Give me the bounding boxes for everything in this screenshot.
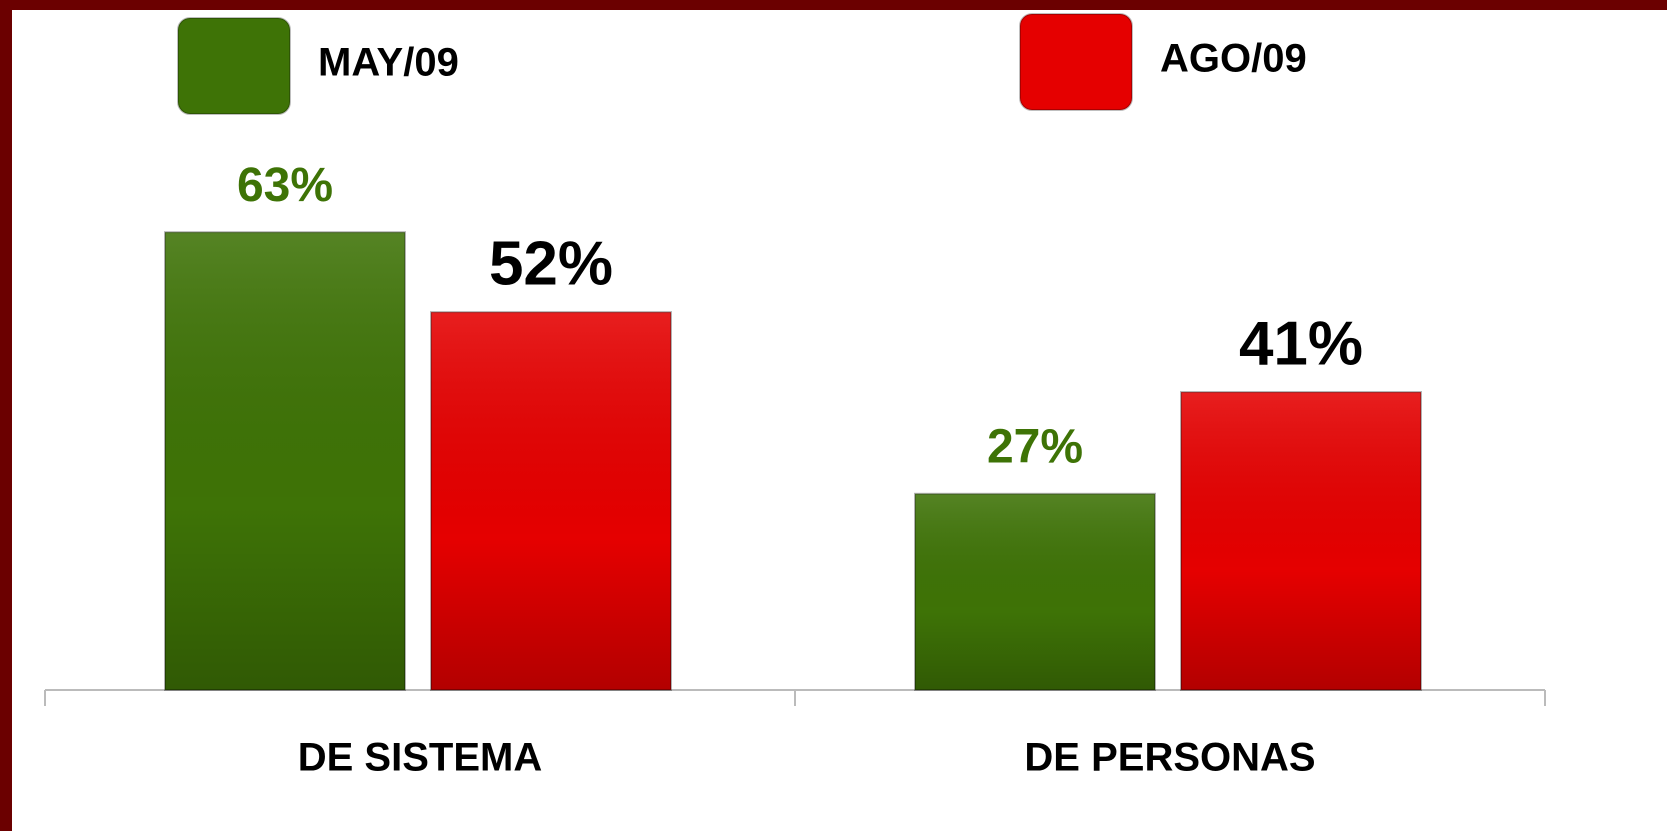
value-label: 27%	[987, 420, 1083, 473]
x-tick-label: DE PERSONAS	[1024, 736, 1315, 780]
legend-label: MAY/09	[318, 41, 459, 85]
value-label: 41%	[1239, 309, 1363, 378]
legend-swatch	[1019, 13, 1133, 111]
bar-shade	[165, 232, 405, 690]
legend-swatch	[177, 17, 291, 115]
value-label: 52%	[489, 230, 613, 299]
x-tick-label: DE SISTEMA	[298, 736, 542, 780]
bar-shade	[1181, 392, 1421, 690]
bar-shade	[915, 493, 1155, 690]
value-label: 63%	[237, 159, 333, 212]
legend-label: AGO/09	[1160, 37, 1307, 81]
bar-shade	[431, 312, 671, 690]
top-border	[0, 0, 1667, 10]
left-border	[0, 0, 12, 831]
